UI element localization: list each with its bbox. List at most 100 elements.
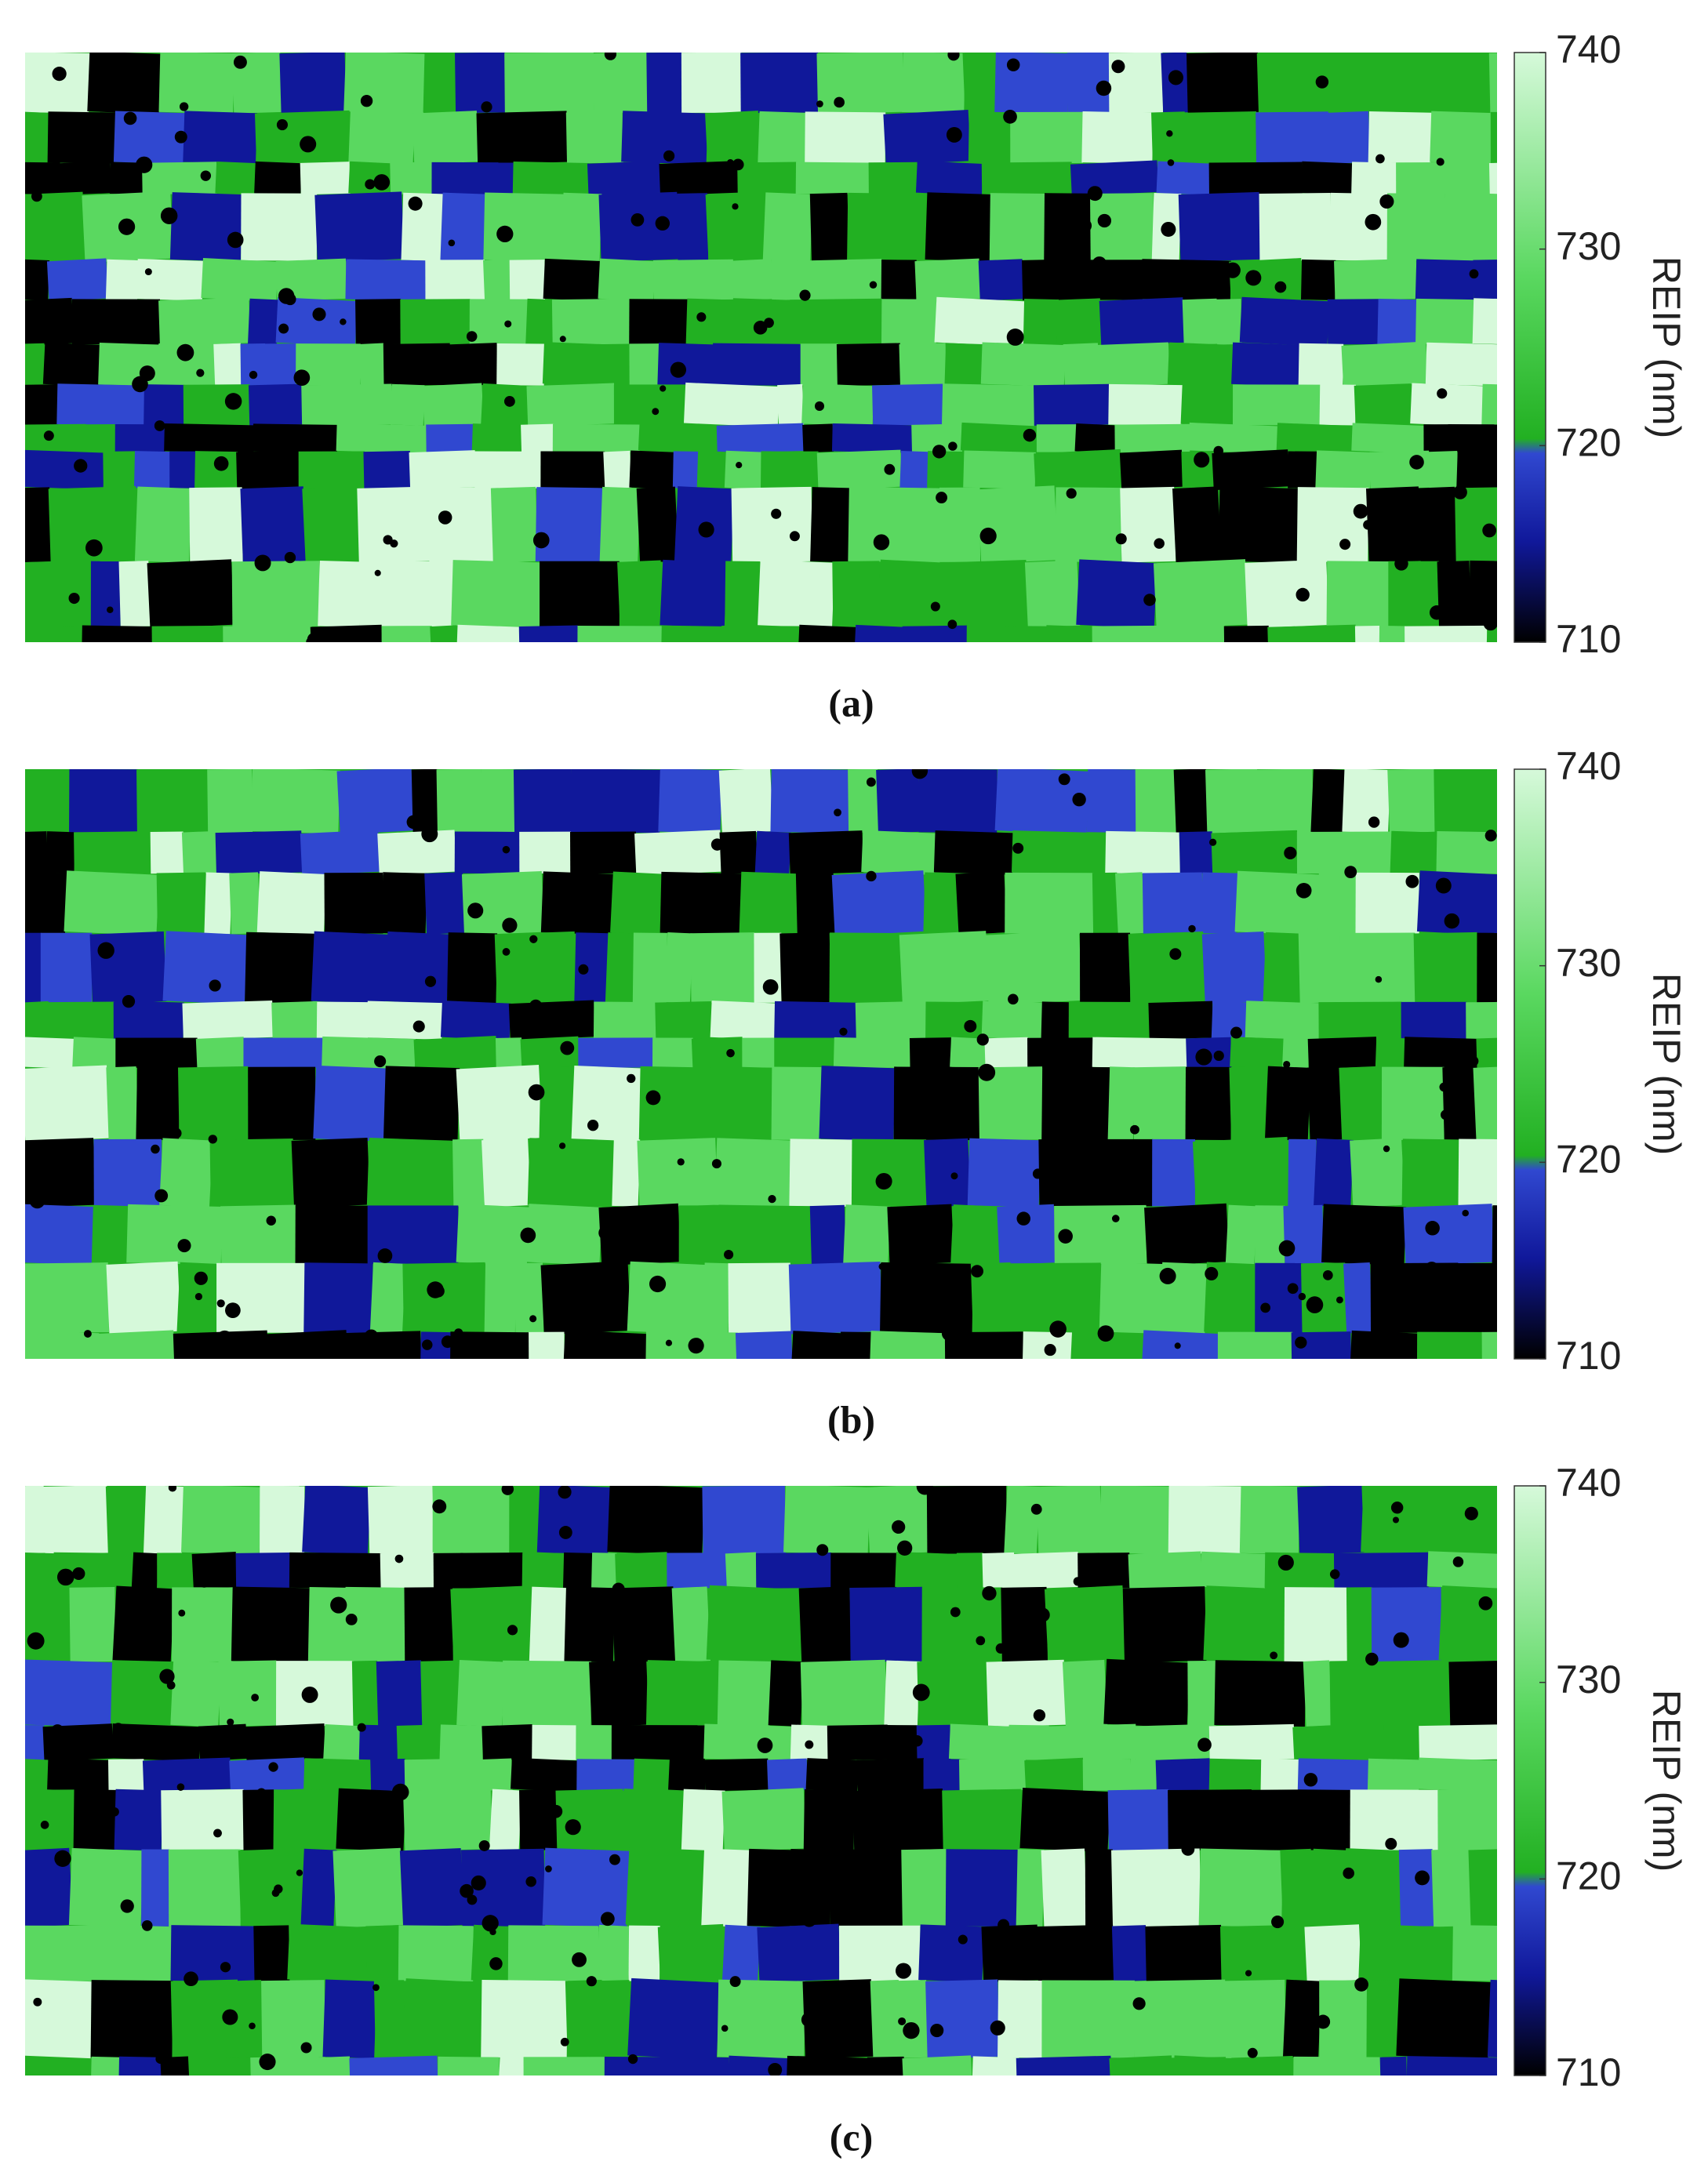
dark-spot: [166, 1680, 176, 1690]
field-patch: [977, 485, 1059, 565]
panel: 710 720 730 740 REIP (nm) (b): [25, 744, 1688, 1441]
field-patch: [1379, 2056, 1408, 2075]
field-patch: [925, 1979, 1000, 2059]
field-patch: [141, 1849, 170, 1927]
dark-spot: [558, 1486, 572, 1499]
dark-spot: [1274, 281, 1287, 293]
field-patch: [939, 487, 981, 562]
field-patch: [1437, 1789, 1497, 1850]
dark-spot: [287, 1603, 303, 1619]
dark-spot: [1226, 1707, 1240, 1720]
dark-spot: [873, 534, 890, 550]
dark-spot: [1058, 1229, 1073, 1244]
field-patch: [287, 1923, 369, 1983]
dark-spot: [1072, 792, 1086, 807]
field-patch: [235, 1552, 291, 1589]
field-patch: [950, 1204, 1001, 1266]
dark-spot: [1174, 1342, 1181, 1349]
field-patch: [1223, 625, 1270, 642]
dark-spot: [29, 1193, 45, 1209]
dark-spot: [1278, 1240, 1296, 1257]
dark-spot: [1415, 1870, 1430, 1886]
field-patch: [1380, 53, 1466, 114]
field-patch: [1343, 1262, 1373, 1334]
dark-spot: [1213, 445, 1224, 456]
dark-spot: [1208, 838, 1217, 846]
field-patch: [565, 111, 623, 164]
field-patch: [1229, 1066, 1269, 1141]
dark-spot: [670, 361, 687, 378]
dark-spot: [805, 1740, 814, 1749]
field-patch: [678, 1205, 719, 1264]
field-patch: [998, 1980, 1043, 2058]
dark-spot: [839, 1027, 848, 1036]
dark-spot: [97, 942, 114, 959]
field-patch: [89, 931, 167, 1004]
dark-spot: [1284, 846, 1297, 860]
field-patch: [42, 342, 101, 387]
dark-spot: [1322, 1269, 1333, 1280]
dark-spot: [520, 1227, 536, 1244]
field-patch: [902, 53, 965, 114]
field-patch: [1423, 424, 1449, 452]
dark-spot: [916, 1486, 933, 1495]
field-patch: [256, 871, 327, 935]
field-patch: [1024, 1757, 1085, 1792]
field-patch: [504, 53, 594, 114]
dark-spot: [50, 1724, 65, 1738]
field-patch: [170, 1659, 222, 1727]
dark-spot: [578, 964, 589, 975]
field-patch: [231, 1586, 311, 1663]
dark-spot: [1041, 268, 1053, 280]
dark-spot: [612, 1582, 625, 1596]
field-patch: [390, 162, 433, 195]
field-patch: [336, 1788, 406, 1852]
field-patch: [25, 343, 45, 386]
field-patch: [1333, 1552, 1429, 1589]
field-patch: [142, 1757, 231, 1792]
dark-spot: [296, 1869, 303, 1876]
field-patch: [789, 1139, 853, 1207]
field-patch: [1178, 191, 1262, 262]
dark-spot: [154, 1189, 169, 1203]
dark-spot: [710, 838, 724, 851]
dark-spot: [1354, 1248, 1366, 1261]
field-patch: [981, 1924, 1040, 1982]
field-patch: [201, 257, 278, 302]
field-patch: [849, 1586, 924, 1662]
dark-spot: [729, 1976, 741, 1988]
field-patch: [601, 1980, 631, 2058]
dark-spot: [489, 1928, 496, 1936]
field-patch: [1058, 260, 1143, 300]
field-patch: [934, 296, 1026, 347]
field-patch: [1466, 1001, 1497, 1039]
field-patch: [1103, 1658, 1190, 1728]
field-patch: [681, 1789, 725, 1851]
dark-spot: [529, 935, 538, 943]
field-patch: [1318, 1001, 1402, 1039]
dark-spot: [251, 1694, 260, 1701]
field-patch: [1306, 1066, 1343, 1141]
dark-spot: [1066, 488, 1077, 499]
field-patch: [25, 2055, 93, 2075]
field-patch: [1041, 1980, 1135, 2058]
field-patch: [300, 1848, 337, 1927]
colorbar-tick-label: 710: [1556, 1334, 1621, 1378]
field-patch: [133, 451, 171, 489]
dark-spot: [1379, 194, 1394, 209]
field-patch: [1265, 1066, 1311, 1142]
field-patch: [248, 298, 279, 346]
field-patch: [480, 769, 515, 833]
dark-spot: [276, 119, 289, 131]
field-patch: [349, 2055, 440, 2075]
field-patch: [1114, 423, 1190, 453]
field-patch: [899, 931, 990, 1005]
field-patch: [373, 1980, 406, 2058]
field-patch: [245, 932, 314, 1004]
field-patch: [1310, 1848, 1347, 1927]
field-patch: [1282, 1979, 1322, 2059]
field-patch: [805, 111, 886, 164]
colorbar-tick-label: 720: [1556, 1138, 1621, 1182]
field-patch: [1339, 932, 1415, 1003]
field-patch: [1263, 932, 1302, 1004]
